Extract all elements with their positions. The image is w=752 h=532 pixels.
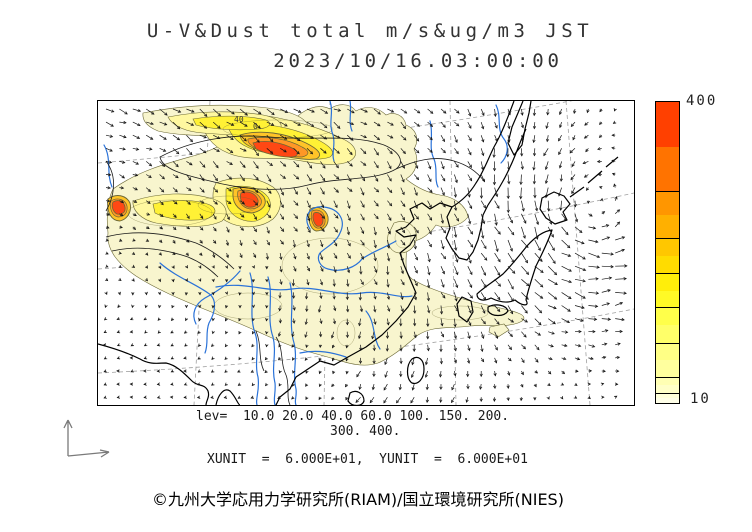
colorbar-band: [656, 398, 679, 403]
contour-levels-line1: lev= 10.0 20.0 40.0 60.0 100. 150. 200.: [196, 409, 510, 424]
wind-vector-layer: [102, 108, 628, 404]
colorbar-band: [656, 255, 679, 274]
colorbar-band: [656, 146, 679, 192]
map-panel: 40 0: [97, 100, 635, 406]
coastline-layer: [98, 101, 619, 405]
colorbar-band: [656, 360, 679, 378]
colorbar-max-label: 400: [686, 93, 718, 109]
colorbar-tick: [656, 342, 679, 344]
colorbar-band: [656, 238, 679, 256]
svg-text:0: 0: [253, 122, 258, 131]
axis-arrows-icon: [63, 419, 110, 458]
contour-levels-line2: 300. 400.: [330, 424, 401, 439]
colorbar-tick: [656, 237, 679, 239]
river-layer: [103, 101, 508, 405]
colorbar-band: [656, 325, 679, 344]
chart-timestamp: 2023/10/16.03:00:00: [273, 50, 563, 72]
colorbar-band: [656, 273, 679, 291]
dust-contour-layer: [106, 104, 525, 366]
colorbar-band: [656, 385, 679, 394]
colorbar-tick: [656, 376, 679, 378]
colorbar-band: [656, 290, 679, 308]
copyright-text: ©九州大学応用力学研究所(RIAM)/国立環境研究所(NIES): [152, 490, 564, 509]
colorbar-band: [656, 343, 679, 361]
axis-indicator: [63, 419, 110, 458]
colorbar-band: [656, 393, 679, 399]
contour-label-layer: 40 0: [234, 115, 258, 131]
colorbar-tick: [656, 392, 679, 394]
chart-title: U-V&Dust total m/s&ug/m3 JST: [146, 20, 594, 42]
colorbar-min-label: 10: [690, 391, 711, 407]
colorbar: [655, 101, 680, 404]
colorbar-band: [656, 214, 679, 239]
colorbar-band: [656, 102, 679, 147]
colorbar-tick: [656, 190, 679, 192]
colorbar-tick: [656, 273, 679, 275]
colorbar-band: [656, 307, 679, 326]
colorbar-band: [656, 191, 679, 215]
colorbar-tick: [656, 307, 679, 309]
axis-units-text: XUNIT = 6.000E+01, YUNIT = 6.000E+01: [207, 452, 528, 467]
dust-map: 40 0: [98, 101, 634, 405]
svg-text:40: 40: [234, 115, 244, 124]
colorbar-band: [656, 377, 679, 386]
